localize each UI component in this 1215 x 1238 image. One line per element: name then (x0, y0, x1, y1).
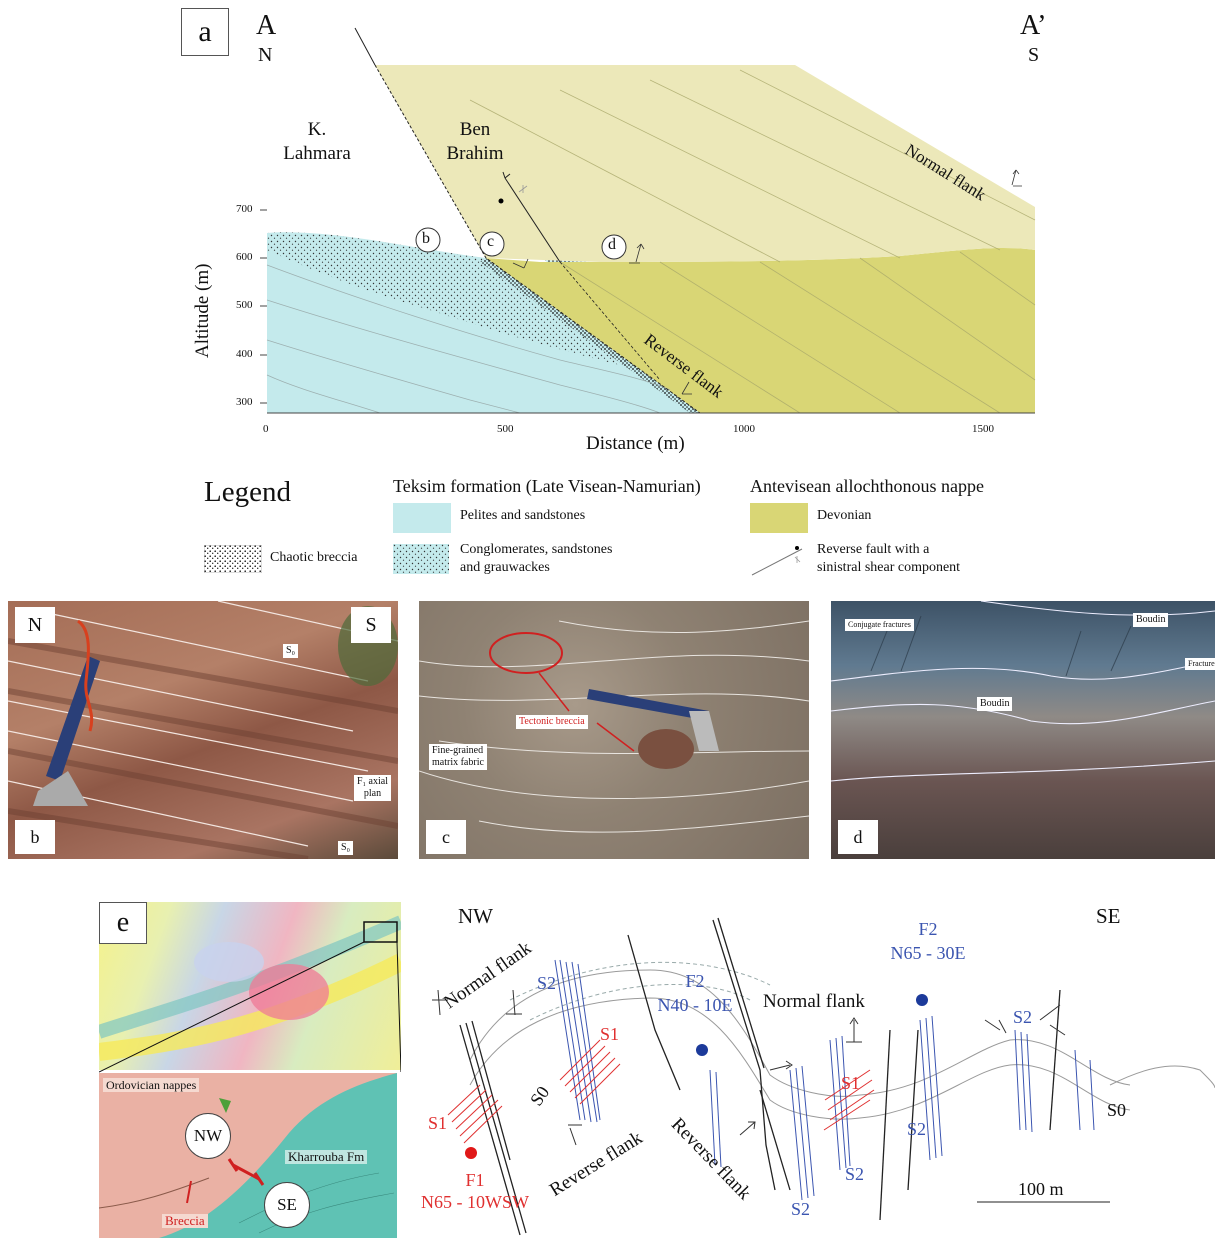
y-axis-label: Altitude (m) (192, 263, 213, 358)
main-fault (354, 27, 376, 66)
photo-b-label: b (15, 820, 55, 854)
se-label: SE (1096, 904, 1121, 928)
y-tick: 400 (236, 348, 253, 360)
x-tick: 500 (497, 423, 514, 435)
boudin-mid-label: Boudin (977, 697, 1013, 711)
scale-bar-label: 100 m (1018, 1179, 1064, 1199)
photo-c: Tectonic breccia Fine-grained matrix fab… (419, 601, 809, 859)
nw-circle: NW (185, 1113, 231, 1159)
f2-fold-axis-b: F2 N65 - 30E (890, 919, 966, 963)
normal-flank-mid-label: Normal flank (763, 991, 865, 1012)
section-end-a: A (256, 10, 277, 41)
cross-section-figure (260, 27, 1036, 414)
s2-label: S2 (537, 973, 557, 993)
s2-label: S2 (1013, 1007, 1033, 1027)
photo-d-label: d (838, 820, 878, 854)
chaotic-breccia-zone (480, 258, 700, 413)
legend-fault: Reverse fault with a sinistral shear com… (817, 542, 961, 575)
breccia-label: Breccia (162, 1214, 208, 1228)
legend-conglomerates: Conglomerates, sandstones and grauwackes (460, 542, 613, 575)
locality-ben-brahim: Ben Brahim (446, 119, 504, 164)
section-dir-n: N (258, 44, 273, 66)
conjugate-fractures-label: Conjugate fractures (845, 619, 914, 631)
conglomerate-unit (267, 232, 640, 370)
f1-axial-label: F₁ axial plan (354, 775, 391, 801)
section-end-a-prime: A’ (1020, 10, 1047, 41)
legend-chaotic: Chaotic breccia (270, 550, 358, 565)
structural-sketch (432, 917, 1215, 1236)
legend-teksim-header: Teksim formation (Late Visean-Namurian) (393, 476, 701, 496)
boudin-top-label: Boudin (1133, 613, 1169, 627)
y-tick: 600 (236, 251, 253, 263)
locality-lahmara: K. Lahmara (283, 119, 351, 164)
site-d-label: d (608, 236, 616, 253)
devonian-swatch (750, 503, 808, 533)
s2-label: S2 (845, 1164, 865, 1184)
fine-matrix-label: Fine-grained matrix fabric (429, 744, 487, 770)
site-c-label: c (487, 233, 495, 250)
y-tick: 300 (236, 396, 253, 408)
s0-label-top: S₀ (283, 644, 299, 658)
s1-label: S1 (428, 1113, 448, 1133)
s2-label: S2 (791, 1199, 811, 1219)
photo-b-south: S (351, 607, 391, 643)
devonian-upper-unit (375, 65, 1035, 262)
fault-symbol (751, 546, 803, 576)
panel-e-label: e (99, 902, 147, 944)
pelites-swatch (393, 503, 451, 533)
f1-fold-axis: F1 N65 - 10WSW (421, 1170, 529, 1212)
photo-d: Conjugate fractures Boudin Fractures Bou… (831, 601, 1215, 859)
map-overview (99, 902, 401, 1070)
legend-antevisean-header: Antevisean allochthonous nappe (750, 476, 984, 496)
secondary-fault (504, 177, 561, 263)
s0-label: S0 (1107, 1100, 1127, 1120)
s0-label-bottom: S₀ (338, 841, 354, 855)
legend-devonian: Devonian (817, 508, 872, 523)
panel-a-label: a (181, 8, 229, 56)
kharrouba-label: Kharrouba Fm (285, 1150, 368, 1164)
nw-label: NW (458, 904, 493, 928)
y-tick: 700 (236, 203, 253, 215)
legend-title: Legend (204, 476, 291, 508)
photo-c-label: c (426, 820, 466, 854)
map-detail: Ordovician nappes NW SE Kharrouba Fm Bre… (99, 1073, 397, 1238)
s2-label: S2 (907, 1119, 927, 1139)
y-tick: 500 (236, 299, 253, 311)
conglomerate-swatch (393, 544, 449, 574)
x-tick: 0 (263, 423, 269, 435)
photo-b-north: N (15, 607, 55, 643)
photo-b: N S S₀ F₁ axial plan S₀ b (8, 601, 398, 859)
ordovician-label: Ordovician nappes (103, 1078, 200, 1092)
se-circle: SE (264, 1182, 310, 1228)
s1-label: S1 (600, 1024, 620, 1044)
section-dir-s: S (1028, 44, 1040, 66)
x-tick: 1000 (733, 423, 755, 435)
site-b-label: b (422, 230, 430, 247)
s1-label: S1 (841, 1073, 861, 1093)
devonian-unit (486, 247, 1035, 413)
x-axis-label: Distance (m) (586, 433, 685, 454)
legend-pelites: Pelites and sandstones (460, 508, 586, 523)
tectonic-breccia-label: Tectonic breccia (516, 715, 588, 729)
f2-fold-axis-a: F2 N40 - 10E (657, 971, 733, 1015)
x-tick: 1500 (972, 423, 994, 435)
chaotic-swatch (204, 545, 262, 573)
fractures-label: Fractures (1185, 658, 1215, 670)
map-zoom-lines (99, 941, 401, 1073)
